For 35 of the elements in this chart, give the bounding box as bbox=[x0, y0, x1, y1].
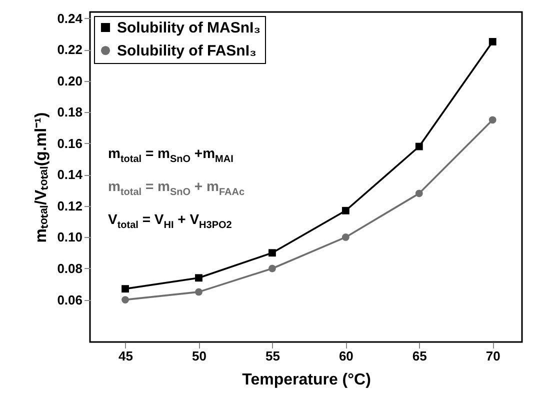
point bbox=[342, 206, 350, 214]
annotation: V$_{total}$ = V$_{HI}$ + V$_{H3PO2}$ bbox=[108, 210, 233, 232]
y-tick-label: 0.14 bbox=[57, 167, 84, 182]
point bbox=[195, 288, 202, 296]
point bbox=[415, 142, 423, 150]
annotation: m$_{total}$ = m$_{SnO}$ +m$_{MAI}$ bbox=[108, 144, 234, 167]
y-tick-label: 0.08 bbox=[57, 260, 82, 276]
point bbox=[488, 38, 496, 46]
y-tick-label: 0.18 bbox=[57, 104, 82, 120]
y-tick-label: 0.10 bbox=[57, 230, 82, 245]
x-tick-label: 45 bbox=[118, 348, 133, 364]
legend-label: Solubility of FASnI₃ bbox=[117, 42, 256, 60]
x-tick-label: 55 bbox=[265, 348, 280, 364]
point bbox=[268, 249, 276, 257]
legend-label: Solubility of MASnI₃ bbox=[117, 20, 261, 36]
point bbox=[342, 234, 350, 241]
point bbox=[268, 264, 276, 272]
x-tick-label: 70 bbox=[486, 348, 500, 364]
point bbox=[195, 274, 202, 282]
point bbox=[122, 296, 129, 304]
x-tick-label: 65 bbox=[412, 348, 427, 364]
point bbox=[488, 116, 496, 124]
annotation: m$_{total}$ = m$_{SnO}$ + m$_{FAAc}$ bbox=[108, 176, 244, 200]
y-tick-label: 0.22 bbox=[57, 42, 82, 58]
point bbox=[415, 190, 423, 198]
y-tick-label: 0.12 bbox=[57, 198, 82, 214]
y-tick-label: 0.16 bbox=[57, 136, 82, 151]
y-axis-title: mₜₒₜₐₗ/Vₜₒₜₐₗ(g.ml⁻¹) bbox=[33, 112, 50, 243]
y-tick-label: 0.20 bbox=[57, 73, 82, 88]
x-tick-label: 60 bbox=[338, 348, 354, 364]
point bbox=[122, 285, 129, 293]
x-axis-title: Temperature (°C) bbox=[242, 372, 371, 388]
y-tick-label: 0.24 bbox=[57, 10, 84, 26]
x-tick-label: 50 bbox=[192, 348, 206, 364]
y-tick-label: 0.06 bbox=[57, 292, 82, 308]
